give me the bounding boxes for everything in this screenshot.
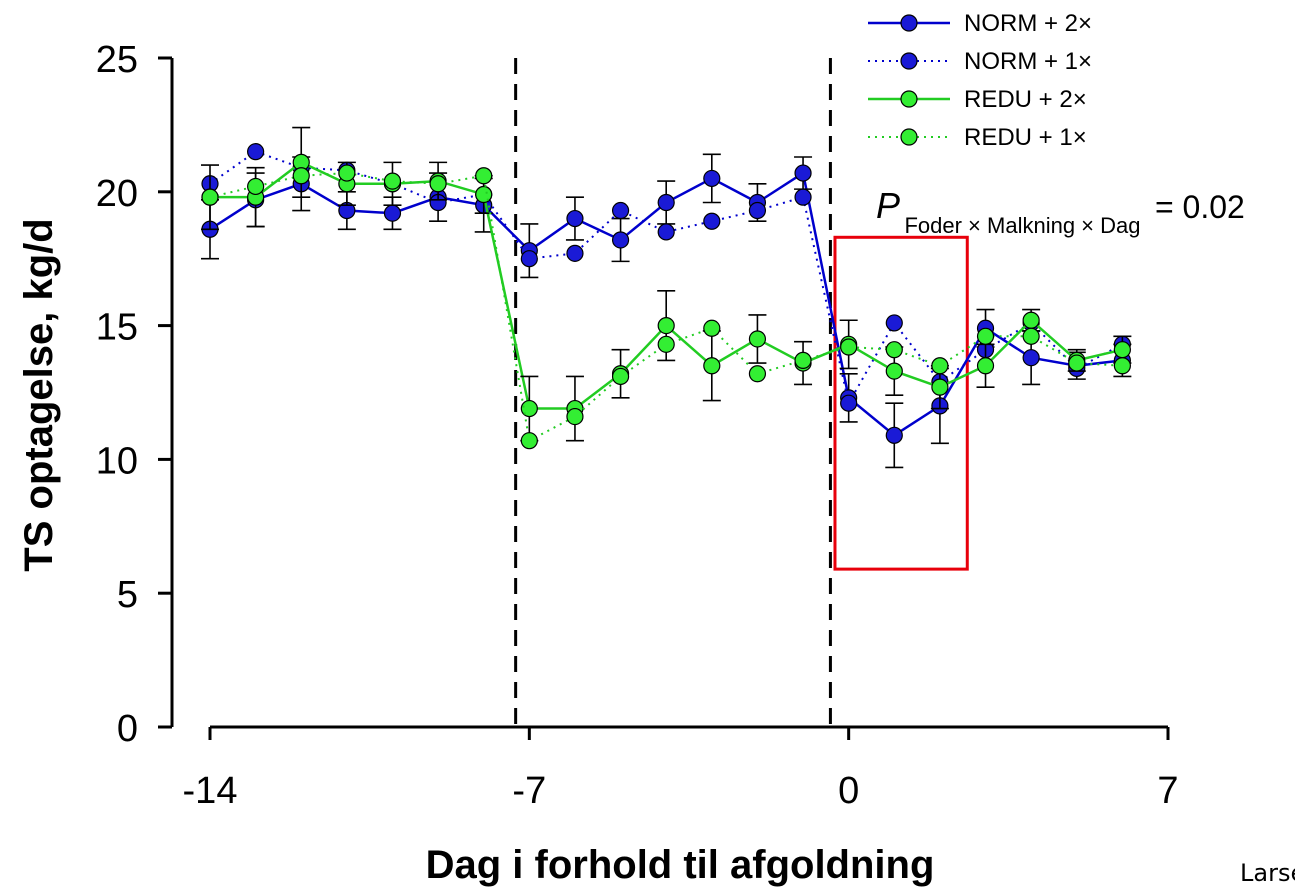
legend-marker — [900, 14, 918, 32]
y-tick-label: 5 — [117, 574, 138, 616]
y-tick-label: 0 — [117, 708, 138, 750]
data-point — [976, 357, 995, 375]
data-point — [1113, 341, 1131, 359]
legend-item-2: NORM + 1× — [868, 48, 1092, 75]
data-point — [520, 250, 538, 268]
y-axis-title: TS optagelse, kg/d — [17, 218, 61, 571]
credit-text: Larse — [1240, 859, 1295, 887]
data-point — [475, 185, 493, 204]
x-tick-label: 7 — [1157, 770, 1178, 812]
y-tick-label: 15 — [96, 307, 138, 349]
axes-layer: 0 5 10 15 20 25 -14 -7 0 7 — [96, 39, 1179, 812]
data-point — [566, 209, 584, 228]
data-point — [657, 193, 675, 212]
data-point — [931, 378, 949, 396]
data-point — [520, 399, 538, 418]
legend-marker — [900, 128, 918, 146]
data-point — [794, 188, 812, 206]
legend: NORM + 2× NORM + 1× REDU + 2× REDU + 1× — [868, 10, 1092, 151]
series-line — [209, 150, 1123, 406]
x-axis-title: Dag i forhold til afgoldning — [426, 843, 935, 887]
series-layer — [201, 126, 1132, 469]
data-point — [794, 351, 812, 369]
data-point — [611, 367, 630, 386]
data-point — [1068, 354, 1086, 372]
data-point — [840, 394, 858, 412]
x-tick-label: 0 — [838, 770, 859, 812]
data-point — [1022, 327, 1040, 345]
data-point — [611, 231, 630, 249]
data-point — [247, 143, 265, 161]
data-point — [383, 172, 402, 190]
legend-label: NORM + 2× — [964, 10, 1092, 37]
data-point — [794, 164, 812, 182]
legend-label: NORM + 1× — [964, 48, 1092, 75]
data-point — [657, 335, 675, 353]
data-point — [657, 223, 675, 241]
data-point — [1022, 349, 1040, 367]
data-point — [703, 212, 721, 230]
series-4 — [201, 164, 1131, 450]
data-point — [748, 201, 767, 220]
data-point — [976, 327, 995, 345]
data-point — [703, 319, 721, 337]
data-point — [566, 244, 584, 262]
y-tick-label: 20 — [96, 173, 138, 215]
data-point — [885, 341, 903, 359]
legend-item-4: REDU + 1× — [868, 124, 1087, 151]
data-point — [931, 357, 949, 375]
data-point — [429, 175, 447, 193]
data-point — [201, 188, 219, 206]
p-symbol: P — [876, 185, 900, 226]
legend-marker — [900, 90, 918, 108]
p-value: = 0.02 — [1155, 189, 1245, 225]
legend-label: REDU + 1× — [964, 124, 1087, 151]
data-point — [840, 338, 858, 356]
data-point — [520, 432, 538, 450]
data-point — [703, 169, 721, 188]
x-tick-label: -7 — [512, 770, 546, 812]
data-point — [292, 167, 310, 185]
x-tick-label: -14 — [183, 770, 238, 812]
legend-item-1: NORM + 2× — [868, 10, 1092, 37]
data-point — [338, 164, 356, 182]
legend-label: REDU + 2× — [964, 86, 1087, 113]
legend-item-3: REDU + 2× — [868, 86, 1087, 113]
data-point — [1113, 357, 1131, 375]
data-point — [566, 407, 584, 426]
data-point — [475, 167, 493, 185]
data-point — [885, 314, 903, 332]
data-point — [383, 204, 402, 222]
highlight-box — [833, 235, 969, 571]
legend-marker — [900, 52, 918, 70]
data-point — [885, 426, 903, 444]
plot-background-layer — [514, 58, 969, 727]
y-tick-label: 25 — [96, 39, 138, 81]
data-point — [1022, 311, 1040, 329]
data-point — [748, 365, 767, 383]
data-point — [611, 201, 630, 220]
data-point — [247, 177, 265, 196]
data-point — [703, 357, 721, 375]
p-subscript: Foder × Malkning × Dag — [904, 213, 1140, 238]
p-value-annotation: P Foder × Malkning × Dag = 0.02 — [876, 185, 1245, 238]
data-point — [748, 330, 767, 348]
data-point — [657, 317, 675, 335]
y-tick-label: 10 — [96, 440, 138, 482]
data-point — [885, 362, 903, 380]
